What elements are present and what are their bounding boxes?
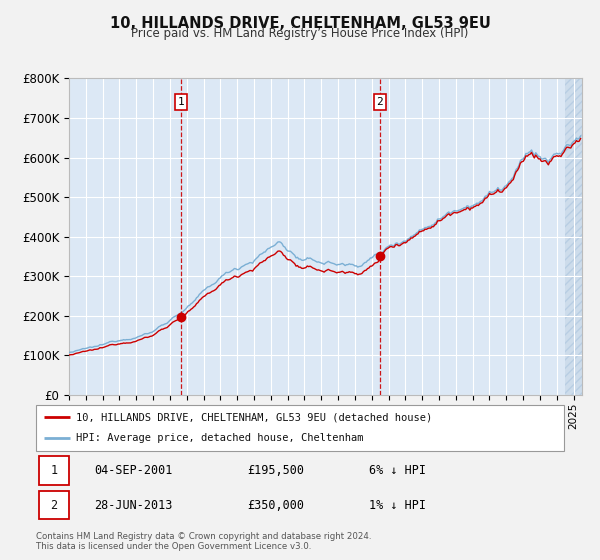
Text: 1: 1 [50,464,58,477]
Text: HPI: Average price, detached house, Cheltenham: HPI: Average price, detached house, Chel… [76,433,363,444]
Text: 2: 2 [50,498,58,512]
Text: 1% ↓ HPI: 1% ↓ HPI [368,498,425,512]
Text: 10, HILLANDS DRIVE, CHELTENHAM, GL53 9EU: 10, HILLANDS DRIVE, CHELTENHAM, GL53 9EU [110,16,490,31]
Text: Price paid vs. HM Land Registry’s House Price Index (HPI): Price paid vs. HM Land Registry’s House … [131,27,469,40]
FancyBboxPatch shape [36,405,564,451]
Bar [565,78,582,395]
Text: 6% ↓ HPI: 6% ↓ HPI [368,464,425,477]
Text: £195,500: £195,500 [247,464,304,477]
Text: Contains HM Land Registry data © Crown copyright and database right 2024.: Contains HM Land Registry data © Crown c… [36,532,371,541]
FancyBboxPatch shape [38,491,69,519]
Text: 28-JUN-2013: 28-JUN-2013 [94,498,172,512]
Text: 04-SEP-2001: 04-SEP-2001 [94,464,172,477]
FancyBboxPatch shape [38,456,69,484]
Text: £350,000: £350,000 [247,498,304,512]
Text: 10, HILLANDS DRIVE, CHELTENHAM, GL53 9EU (detached house): 10, HILLANDS DRIVE, CHELTENHAM, GL53 9EU… [76,412,432,422]
Text: 1: 1 [178,97,185,107]
Text: 2: 2 [377,97,383,107]
Text: This data is licensed under the Open Government Licence v3.0.: This data is licensed under the Open Gov… [36,542,311,551]
